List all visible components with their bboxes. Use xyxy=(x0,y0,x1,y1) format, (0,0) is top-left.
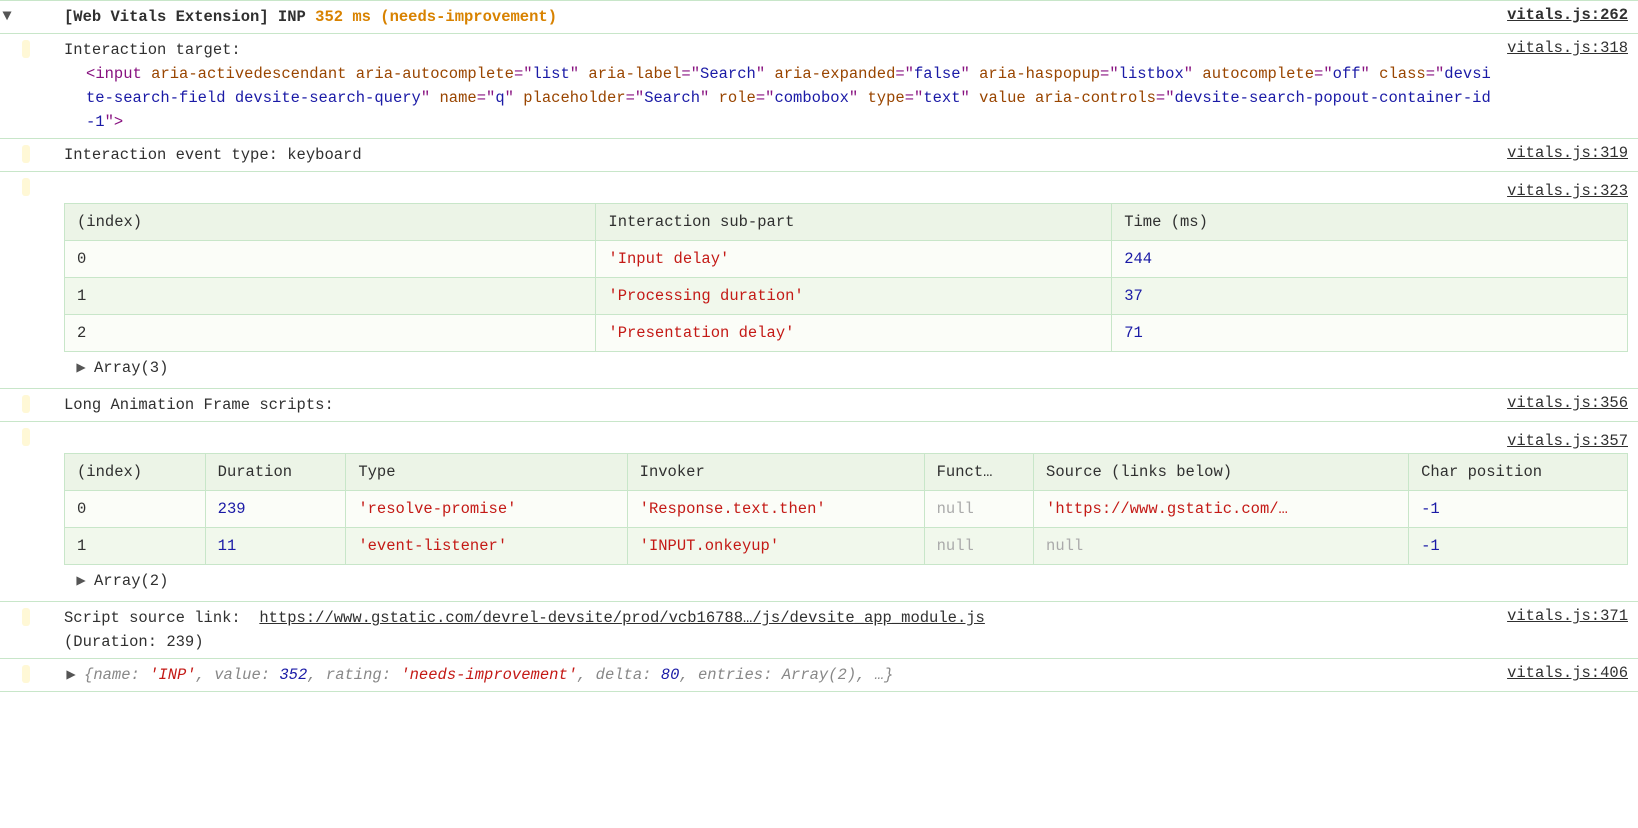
table-header: Char position xyxy=(1409,454,1628,491)
log-level-icon xyxy=(22,665,30,683)
row-gutter xyxy=(0,143,60,163)
table2-block: vitals.js:357 (index)DurationTypeInvoker… xyxy=(0,422,1638,602)
header-content: [Web Vitals Extension] INP 352 ms (needs… xyxy=(60,5,1491,29)
table-cell: 1 xyxy=(65,278,596,315)
table-cell: 244 xyxy=(1112,241,1628,278)
table-cell: 'INPUT.onkeyup' xyxy=(627,528,924,565)
table-cell: 11 xyxy=(205,528,346,565)
table-cell: 2 xyxy=(65,315,596,352)
table-cell: 'Response.text.then' xyxy=(627,491,924,528)
table-cell: 0 xyxy=(65,241,596,278)
table-cell: 'resolve-promise' xyxy=(346,491,627,528)
table-cell: 71 xyxy=(1112,315,1628,352)
table-row: 1'Processing duration'37 xyxy=(65,278,1628,315)
final-object-row: ▶ {name: 'INP', value: 352, rating: 'need… xyxy=(0,659,1638,692)
source-link[interactable]: vitals.js:319 xyxy=(1507,143,1628,162)
table-cell: 'Presentation delay' xyxy=(596,315,1112,352)
interaction-target-element[interactable]: <input aria-activedescendant aria-autoco… xyxy=(64,62,1491,134)
table-cell: 239 xyxy=(205,491,346,528)
header-value: 352 ms (needs-improvement) xyxy=(315,8,557,26)
log-level-icon xyxy=(22,145,30,163)
log-level-icon xyxy=(22,40,30,58)
table-header: Type xyxy=(346,454,627,491)
disclosure-right-icon: ▶ xyxy=(74,356,88,380)
row-gutter xyxy=(0,663,60,683)
table-row: 111'event-listener''INPUT.onkeyup'nullnu… xyxy=(65,528,1628,565)
table-cell: -1 xyxy=(1409,528,1628,565)
source-link[interactable]: vitals.js:262 xyxy=(1507,5,1628,24)
table-cell: 'Processing duration' xyxy=(596,278,1112,315)
laf-label-row: Long Animation Frame scripts: vitals.js:… xyxy=(0,389,1638,422)
console-log-group: ▼ [Web Vitals Extension] INP 352 ms (nee… xyxy=(0,0,1638,692)
log-level-icon xyxy=(22,178,30,196)
log-level-icon xyxy=(22,608,30,626)
event-type-text: Interaction event type: keyboard xyxy=(60,143,1491,167)
row-gutter xyxy=(0,176,60,384)
log-level-icon xyxy=(22,395,30,413)
interaction-target-label: Interaction target: xyxy=(64,38,1491,62)
table1-block: vitals.js:323 (index)Interaction sub-par… xyxy=(0,172,1638,389)
interaction-target-row: Interaction target: <input aria-activede… xyxy=(0,34,1638,139)
array-label: Array(3) xyxy=(94,359,168,377)
table-header: Time (ms) xyxy=(1112,204,1628,241)
table-header: (index) xyxy=(65,204,596,241)
row-gutter xyxy=(0,38,60,58)
table-row: 0239'resolve-promise''Response.text.then… xyxy=(65,491,1628,528)
table1-content: vitals.js:323 (index)Interaction sub-par… xyxy=(60,176,1628,384)
row-gutter xyxy=(0,393,60,413)
log-level-icon xyxy=(22,428,30,446)
source-link[interactable]: vitals.js:323 xyxy=(1507,178,1628,203)
table-cell: null xyxy=(924,491,1033,528)
source-link[interactable]: vitals.js:371 xyxy=(1507,606,1628,625)
source-link[interactable]: vitals.js:406 xyxy=(1507,663,1628,682)
log-header-row[interactable]: ▼ [Web Vitals Extension] INP 352 ms (nee… xyxy=(0,1,1638,34)
final-object-content[interactable]: ▶ {name: 'INP', value: 352, rating: 'need… xyxy=(60,663,1491,687)
script-source-duration: (Duration: 239) xyxy=(64,633,204,651)
laf-label-text: Long Animation Frame scripts: xyxy=(60,393,1491,417)
table-cell: null xyxy=(1034,528,1409,565)
row-gutter xyxy=(0,426,60,597)
script-source-content: Script source link: https://www.gstatic.… xyxy=(60,606,1491,654)
script-source-url[interactable]: https://www.gstatic.com/devrel-devsite/p… xyxy=(259,609,985,627)
table2-content: vitals.js:357 (index)DurationTypeInvoker… xyxy=(60,426,1628,597)
array-expand-toggle[interactable]: ▶ Array(2) xyxy=(64,565,1628,595)
table-row: 0'Input delay'244 xyxy=(65,241,1628,278)
array-expand-toggle[interactable]: ▶ Array(3) xyxy=(64,352,1628,382)
source-link[interactable]: vitals.js:357 xyxy=(1507,428,1628,453)
script-source-label: Script source link: xyxy=(64,609,241,627)
table-header: (index) xyxy=(65,454,206,491)
table-row: 2'Presentation delay'71 xyxy=(65,315,1628,352)
object-preview: {name: 'INP', value: 352, rating: 'needs… xyxy=(84,666,893,684)
laf-scripts-table: (index)DurationTypeInvokerFunct…Source (… xyxy=(64,453,1628,565)
table-cell: -1 xyxy=(1409,491,1628,528)
table-cell: 'https://www.gstatic.com/… xyxy=(1034,491,1409,528)
disclosure-down-icon[interactable]: ▼ xyxy=(0,7,14,25)
header-prefix: [Web Vitals Extension] INP xyxy=(64,8,306,26)
table-header: Source (links below) xyxy=(1034,454,1409,491)
disclosure-right-icon: ▶ xyxy=(74,569,88,593)
table-cell: 37 xyxy=(1112,278,1628,315)
event-type-row: Interaction event type: keyboard vitals.… xyxy=(0,139,1638,172)
interaction-target-content: Interaction target: <input aria-activede… xyxy=(60,38,1491,134)
script-source-row: Script source link: https://www.gstatic.… xyxy=(0,602,1638,659)
table-cell: 'event-listener' xyxy=(346,528,627,565)
table-cell: 0 xyxy=(65,491,206,528)
row-gutter xyxy=(0,606,60,626)
table-cell: 'Input delay' xyxy=(596,241,1112,278)
array-label: Array(2) xyxy=(94,572,168,590)
source-link[interactable]: vitals.js:356 xyxy=(1507,393,1628,412)
interaction-subpart-table: (index)Interaction sub-partTime (ms) 0'I… xyxy=(64,203,1628,352)
table-cell: null xyxy=(924,528,1033,565)
table-header: Interaction sub-part xyxy=(596,204,1112,241)
table-cell: 1 xyxy=(65,528,206,565)
source-link[interactable]: vitals.js:318 xyxy=(1507,38,1628,57)
table-header: Duration xyxy=(205,454,346,491)
disclosure-right-icon[interactable]: ▶ xyxy=(64,663,78,687)
row-gutter: ▼ xyxy=(0,5,60,25)
table-header: Funct… xyxy=(924,454,1033,491)
table-header: Invoker xyxy=(627,454,924,491)
